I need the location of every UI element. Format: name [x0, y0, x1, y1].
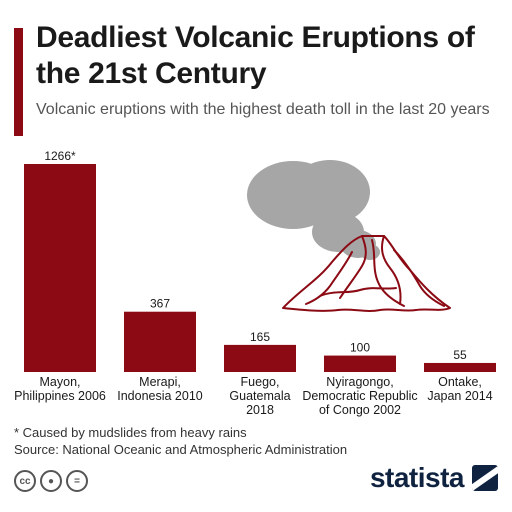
source-note: Source: National Oceanic and Atmospheric…: [14, 442, 348, 457]
no-derivatives-icon[interactable]: =: [66, 470, 88, 492]
bar-2: [124, 311, 196, 372]
value-label-4: 100: [350, 341, 370, 355]
value-label-1: 1266*: [44, 149, 76, 163]
volcano-outline: [282, 235, 451, 312]
bar-5: [424, 362, 496, 372]
value-label-2: 367: [150, 297, 170, 311]
brand-logo[interactable]: statista: [370, 462, 498, 494]
statista-logo-icon: [472, 465, 498, 491]
value-labels: 1266* 367 165 100 55: [44, 149, 467, 362]
volcano-illustration: [247, 160, 451, 312]
category-label-2: Merapi, Indonesia 2010: [117, 375, 203, 403]
value-label-3: 165: [250, 330, 270, 344]
attribution-icon[interactable]: ●: [40, 470, 62, 492]
title-accent-bar: [14, 28, 23, 136]
category-labels: Mayon, Philippines 2006 Merapi, Indonesia 2…: [14, 375, 493, 417]
value-label-5: 55: [453, 348, 467, 362]
category-label-5: Ontake, Japan 2014: [427, 375, 492, 403]
license-icons: cc ● =: [14, 470, 88, 492]
bar-1: [24, 164, 96, 372]
smoke-cloud: [247, 160, 380, 260]
chart-subtitle: Volcanic eruptions with the highest deat…: [36, 101, 490, 118]
brand-name: statista: [369, 462, 465, 493]
bar-3: [224, 344, 296, 372]
category-label-3: Fuego, Guatemala 2018: [229, 375, 290, 417]
bar-4: [324, 355, 396, 372]
bar-series: [24, 164, 496, 372]
chart-title: Deadliest Volcanic Eruptions of the 21st…: [36, 21, 475, 90]
footnote: * Caused by mudslides from heavy rains: [14, 425, 247, 440]
category-label-1: Mayon, Philippines 2006: [14, 375, 106, 403]
creative-commons-icon[interactable]: cc: [14, 470, 36, 492]
category-label-4: Nyiragongo, Democratic Republic of Congo 2…: [302, 375, 417, 417]
